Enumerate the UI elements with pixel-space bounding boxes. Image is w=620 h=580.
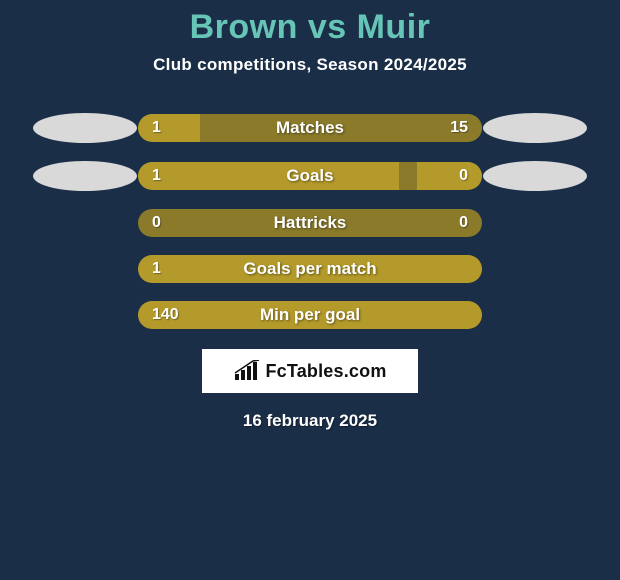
stat-rows: 1Matches151Goals00Hattricks01Goals per m… (0, 113, 620, 329)
left-badge-slot (32, 161, 138, 191)
stat-row: 1Goals per match (0, 255, 620, 283)
stat-row: 0Hattricks0 (0, 209, 620, 237)
brand-box: FcTables.com (202, 349, 418, 393)
stat-label: Matches (138, 118, 482, 138)
bars-growth-icon (233, 360, 261, 382)
title-player1: Brown (190, 8, 298, 46)
date-label: 16 february 2025 (0, 411, 620, 431)
title-vs: vs (308, 8, 347, 46)
team-badge-right (483, 113, 587, 143)
stat-label: Goals per match (138, 259, 482, 279)
subtitle: Club competitions, Season 2024/2025 (0, 55, 620, 75)
stat-row: 1Matches15 (0, 113, 620, 143)
right-badge-slot (482, 113, 588, 143)
stat-bar: 1Matches15 (138, 114, 482, 142)
brand-text: FcTables.com (265, 361, 386, 382)
team-badge-left (33, 113, 137, 143)
title-player2: Muir (357, 8, 431, 46)
left-badge-slot (32, 113, 138, 143)
stat-bar: 1Goals0 (138, 162, 482, 190)
stat-value-right: 15 (450, 119, 468, 137)
stat-row: 1Goals0 (0, 161, 620, 191)
team-badge-left (33, 161, 137, 191)
stat-label: Goals (138, 166, 482, 186)
page-title: Brown vs Muir (0, 0, 620, 47)
team-badge-right (483, 161, 587, 191)
stat-bar: 1Goals per match (138, 255, 482, 283)
stat-value-right: 0 (459, 167, 468, 185)
stat-bar: 0Hattricks0 (138, 209, 482, 237)
stat-bar: 140Min per goal (138, 301, 482, 329)
stat-row: 140Min per goal (0, 301, 620, 329)
stat-value-right: 0 (459, 214, 468, 232)
stat-label: Min per goal (138, 305, 482, 325)
stat-label: Hattricks (138, 213, 482, 233)
right-badge-slot (482, 161, 588, 191)
